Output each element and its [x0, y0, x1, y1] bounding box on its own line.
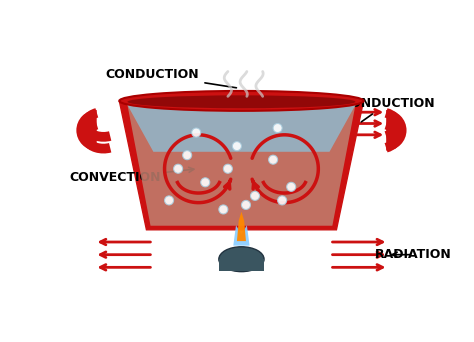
Polygon shape — [119, 101, 364, 230]
Wedge shape — [76, 110, 97, 150]
Circle shape — [223, 164, 232, 173]
Circle shape — [241, 200, 250, 209]
Text: CONDUCTION: CONDUCTION — [106, 68, 237, 88]
Polygon shape — [219, 259, 264, 271]
Polygon shape — [128, 105, 356, 152]
Ellipse shape — [219, 247, 264, 272]
Polygon shape — [233, 225, 250, 246]
Circle shape — [273, 123, 282, 133]
Circle shape — [278, 196, 287, 205]
Circle shape — [164, 196, 173, 205]
Ellipse shape — [128, 95, 356, 108]
Wedge shape — [386, 110, 407, 150]
Circle shape — [201, 178, 210, 187]
Circle shape — [191, 128, 201, 137]
Polygon shape — [237, 212, 246, 241]
Text: CONVECTION: CONVECTION — [70, 167, 194, 184]
Text: CONDUCTION: CONDUCTION — [341, 97, 435, 122]
Circle shape — [269, 155, 278, 164]
Ellipse shape — [119, 91, 364, 111]
Text: RADIATION: RADIATION — [375, 248, 452, 261]
Circle shape — [232, 142, 241, 150]
Polygon shape — [128, 105, 356, 226]
Circle shape — [250, 192, 260, 200]
Circle shape — [173, 164, 182, 173]
Circle shape — [287, 182, 296, 192]
Circle shape — [219, 205, 228, 214]
Circle shape — [182, 150, 191, 160]
